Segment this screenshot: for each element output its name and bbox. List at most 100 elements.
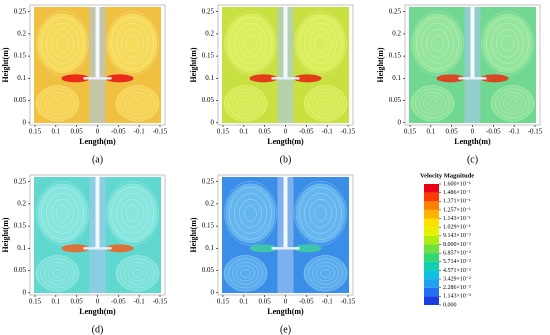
x-tick-label: -0.15 bbox=[528, 128, 543, 136]
vortex bbox=[223, 255, 268, 292]
x-tick-label: 0 bbox=[284, 128, 288, 136]
shaft bbox=[283, 7, 288, 79]
x-tick-label: -0.15 bbox=[153, 298, 168, 306]
colorbar-band bbox=[424, 261, 439, 271]
caption: (a) bbox=[92, 154, 103, 165]
colorbar-band bbox=[424, 296, 439, 305]
colorbar-band bbox=[424, 279, 439, 288]
x-tick-label: -0.15 bbox=[341, 298, 356, 306]
colorbar-label: 3.429×10⁻² bbox=[443, 276, 471, 282]
x-tick-label: 0.05 bbox=[446, 128, 459, 136]
shaft bbox=[470, 7, 475, 79]
jet bbox=[105, 74, 134, 83]
streamline bbox=[121, 199, 144, 228]
impeller bbox=[83, 247, 112, 250]
colorbar-label: 8.000×10⁻² bbox=[443, 242, 471, 248]
jet bbox=[61, 74, 90, 83]
x-tick-label: 0 bbox=[471, 128, 475, 136]
streamline bbox=[128, 265, 147, 282]
streamline bbox=[232, 262, 259, 285]
streamline bbox=[239, 199, 262, 228]
streamline bbox=[312, 92, 339, 115]
y-tick-label: 0 bbox=[398, 118, 402, 126]
y-tick-label: 0.05 bbox=[389, 96, 402, 104]
flow-panel: 0.15 0.1 0.05 0 -0.05 -0.1 -0.15 0 0.05 0.1 0.15 0.… bbox=[376, 4, 543, 165]
colorbar-label: 1.371×10⁻¹ bbox=[443, 199, 471, 205]
colorbar-label: 9.143×10⁻² bbox=[443, 233, 471, 239]
streamline bbox=[481, 11, 534, 76]
y-tick-label: 0.1 bbox=[17, 74, 26, 82]
x-axis-label: Length(m) bbox=[79, 137, 116, 146]
jet bbox=[293, 74, 322, 83]
streamline bbox=[411, 11, 464, 76]
streamline bbox=[239, 29, 262, 58]
streamline bbox=[44, 262, 71, 285]
streamline bbox=[320, 99, 331, 108]
streamline bbox=[51, 29, 74, 58]
streamline bbox=[40, 88, 75, 119]
streamline bbox=[132, 269, 143, 278]
y-tick-label: 0.15 bbox=[14, 222, 27, 230]
x-tick-label: 0.1 bbox=[51, 298, 60, 306]
colorbar-label: 0.000 bbox=[443, 302, 457, 308]
streamline bbox=[52, 99, 63, 108]
streamline bbox=[36, 181, 89, 246]
x-tick-label: 0.05 bbox=[259, 298, 272, 306]
y-tick-label: 0.2 bbox=[17, 29, 26, 37]
streamline bbox=[320, 269, 331, 278]
streamline bbox=[507, 99, 518, 108]
streamline bbox=[224, 11, 277, 76]
jet bbox=[436, 74, 465, 83]
jet bbox=[249, 244, 278, 253]
x-tick-label: 0.15 bbox=[29, 128, 42, 136]
flow-field bbox=[222, 7, 349, 123]
x-tick-label: -0.05 bbox=[111, 298, 126, 306]
streamline bbox=[106, 181, 159, 246]
vortex bbox=[303, 255, 348, 292]
jet bbox=[480, 74, 509, 83]
x-tick-label: 0 bbox=[284, 298, 288, 306]
streamline bbox=[40, 258, 75, 289]
colorbar-band bbox=[424, 209, 439, 219]
streamline bbox=[111, 17, 154, 70]
y-tick-label: 0.05 bbox=[14, 96, 27, 104]
streamline bbox=[312, 262, 339, 285]
caption: (b) bbox=[280, 154, 292, 165]
streamline bbox=[36, 85, 79, 122]
streamline bbox=[46, 193, 79, 234]
streamline bbox=[116, 85, 159, 122]
streamline bbox=[304, 85, 347, 122]
caption: (c) bbox=[467, 154, 478, 165]
vortex bbox=[37, 13, 88, 74]
streamline bbox=[431, 35, 444, 52]
vortex bbox=[107, 13, 158, 74]
x-tick-label: -0.1 bbox=[509, 128, 521, 136]
y-axis-label: Height(m) bbox=[1, 217, 10, 252]
streamline bbox=[309, 199, 332, 228]
streamline bbox=[426, 29, 449, 58]
streamline bbox=[48, 265, 67, 282]
streamline bbox=[224, 85, 267, 122]
streamline bbox=[421, 23, 454, 64]
vortex bbox=[295, 13, 346, 74]
streamline bbox=[314, 35, 327, 52]
y-tick-label: 0.2 bbox=[392, 29, 401, 37]
streamline bbox=[316, 265, 335, 282]
y-tick-label: 0.25 bbox=[389, 7, 402, 15]
streamline bbox=[124, 92, 151, 115]
x-axis-label: Length(m) bbox=[454, 137, 491, 146]
streamline bbox=[36, 11, 89, 76]
y-tick-label: 0.25 bbox=[202, 177, 215, 185]
colorbar-label: 6.857×10⁻² bbox=[443, 251, 471, 257]
vortex bbox=[225, 13, 276, 74]
x-tick-label: -0.1 bbox=[134, 298, 146, 306]
vortex bbox=[225, 183, 276, 244]
streamline bbox=[501, 35, 514, 52]
streamline bbox=[503, 95, 522, 112]
colorbar-band bbox=[424, 244, 439, 254]
x-tick-label: 0.1 bbox=[426, 128, 435, 136]
colorbar-label: 1.143×10⁻¹ bbox=[443, 216, 471, 222]
streamline bbox=[244, 35, 257, 52]
y-tick-label: 0 bbox=[23, 118, 27, 126]
